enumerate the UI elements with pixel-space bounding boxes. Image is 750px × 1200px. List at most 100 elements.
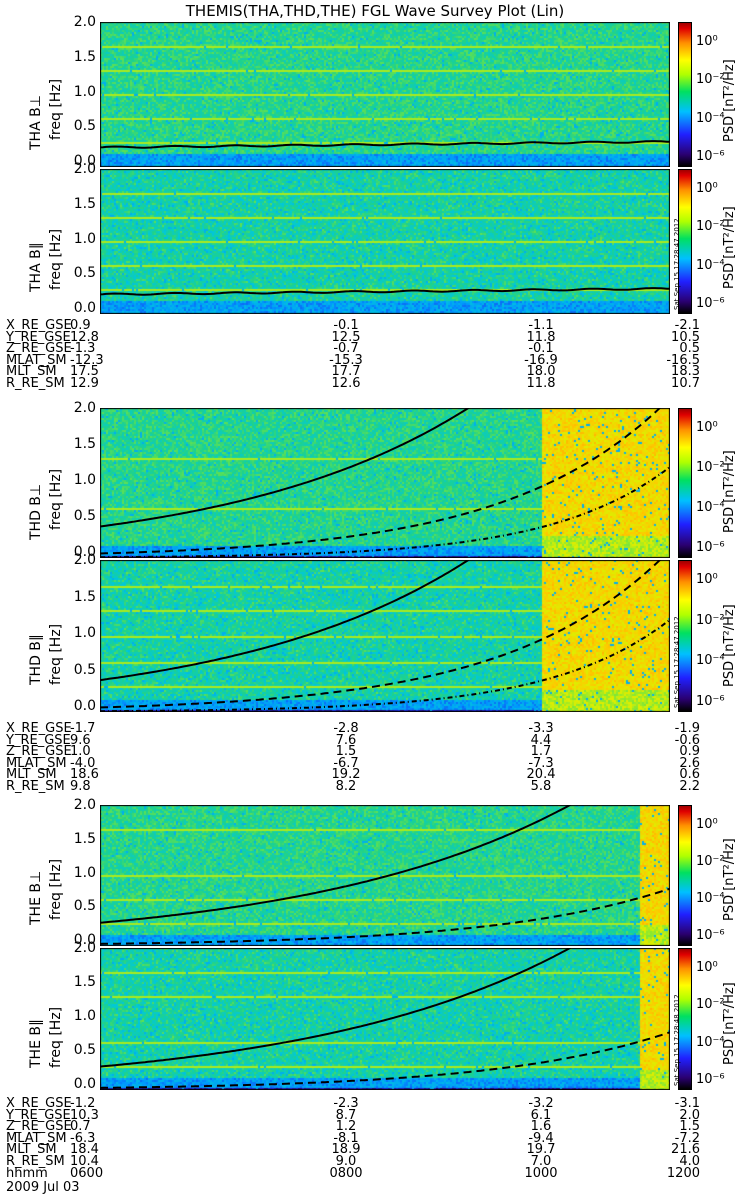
ephemeris-value: -2.3 [333,1096,359,1111]
ephemeris-label: MLAT_SM [6,1130,67,1146]
ytick-label: 2.0 [73,161,96,177]
colorbar-label: PSD [nT²/Hz] [722,206,737,289]
ephemeris-value: 17.5 [70,364,99,380]
ytick-label: 2.0 [73,400,96,416]
ephemeris-value: 10.5 [671,329,700,345]
half-gyrofrequency-line [100,1031,670,1089]
colorbar-label: PSD [nT²/Hz] [722,59,737,142]
ephemeris-value: -2.1 [674,318,700,333]
ephemeris-value: -0.6 [674,732,700,748]
ephemeris-value: 8.2 [335,778,357,794]
colorbar-label: PSD [nT²/Hz] [722,838,737,921]
ephemeris-value: 0.9 [70,318,91,333]
ytick-label: 1.0 [73,472,96,488]
ephemeris-value: 20.4 [526,767,556,783]
ephemeris-value: 9.6 [70,732,91,748]
ephemeris-value: 19.7 [526,1142,556,1158]
ephemeris-row: R_RE_SM 10.4 9.0 7.0 4.0 [6,1153,706,1169]
ephemeris-value: 2.2 [679,778,700,794]
ephemeris-value: 1.2 [335,1119,357,1135]
ephemeris-value: -3.2 [528,1096,554,1111]
spectrogram-the-bpar [100,948,670,1090]
ephemeris-table: X_RE_GSE -1.2 -2.3 -3.2 -3.1 Y_RE_GSE 10.3 8.7 6… [6,1096,706,1181]
ephemeris-value: -4.0 [70,755,96,771]
colorbar-tick: 10⁻² [696,460,725,475]
ephemeris-value: -16.5 [666,352,700,368]
ytick-label: 0.5 [73,265,96,282]
ephemeris-row: hhmm 0600 0800 1000 1200 [6,1165,706,1181]
ephemeris-value: -15.3 [329,352,363,368]
colorbar [678,948,692,1090]
ytick-label: 0.5 [73,118,96,135]
colorbar-tick: 10⁻⁶ [696,296,725,311]
ytick-label: 0.0 [73,300,96,316]
ytick-label: 1.5 [73,195,96,212]
panel-label-thd-bpar: THD B∥ [28,634,44,685]
ephemeris-table: X_RE_GSE -1.7 -2.8 -3.3 -1.9 Y_RE_GSE 9.6 7.6 4.… [6,721,706,794]
ephemeris-label: Z_RE_GSE [6,341,72,357]
ephemeris-value: 1.5 [335,744,357,760]
colorbar-tick: 10⁰ [696,572,718,587]
colorbar-label: PSD [nT²/Hz] [722,604,737,687]
ephemeris-value: 5.8 [530,778,552,794]
ephemeris-value: 1.7 [530,744,552,760]
ephemeris-value: -0.7 [333,341,359,357]
ytick-label: 0.0 [73,1076,96,1092]
ephemeris-value: 1.5 [679,1119,700,1135]
timestamp-stamp: Sat Sep 15 17:28:47 2012 [673,218,681,310]
ephemeris-value: 0600 [70,1165,104,1181]
ephemeris-value: -3.3 [528,721,554,736]
ytick-label: 1.5 [73,974,96,990]
timestamp-stamp: Sat Sep 15 17:28:47 2012 [673,616,681,708]
ephemeris-row: Z_RE_GSE -1.3 -0.7 -0.1 0.5 [6,341,706,357]
ephemeris-value: 11.8 [526,329,556,345]
ephemeris-table: X_RE_GSE 0.9 -0.1 -1.1 -2.1 Y_RE_GSE 12.8 12.5 1… [6,318,706,391]
panel-label-thd-bperp: THD B⊥ [28,483,44,540]
ephemeris-value: 17.7 [331,364,361,380]
ylabel-freq: freq [Hz] [48,468,64,530]
ephemeris-value: -9.4 [528,1130,554,1146]
gyrofrequency-line [100,805,573,924]
ephemeris-value: 0800 [329,1165,363,1181]
ytick-label: 1.0 [73,230,96,247]
gyrofrequency-line [100,287,670,296]
colorbar [678,805,692,946]
ephemeris-value: -7.3 [528,755,554,771]
ephemeris-row: Y_RE_GSE 9.6 7.6 4.4 -0.6 [6,732,706,748]
ephemeris-row: MLT_SM 18.4 18.9 19.7 21.6 [6,1142,706,1158]
ephemeris-label: X_RE_GSE [6,1096,72,1111]
ephemeris-value: -3.1 [674,1096,700,1111]
colorbar-tick: 10⁻² [696,854,725,869]
ephemeris-value: 2.6 [679,755,700,771]
ephemeris-row: X_RE_GSE -1.2 -2.3 -3.2 -3.1 [6,1096,706,1111]
ytick-label: 0.0 [73,544,96,560]
ytick-label: 2.0 [73,552,96,568]
ephemeris-value: 18.9 [331,1142,361,1158]
ephemeris-value: -12.3 [70,352,104,368]
half-gyrofrequency-line [100,887,670,945]
colorbar-tick: 10⁻⁶ [696,928,725,943]
ytick-label: 1.5 [73,830,96,847]
ephemeris-value: -2.8 [333,721,359,736]
spectrogram-thd-bpar [100,560,670,712]
ytick-label: 0.5 [73,898,96,915]
ephemeris-value: 9.0 [335,1153,357,1169]
ephemeris-value: 12.6 [331,375,361,391]
colorbar-label: PSD [nT²/Hz] [722,982,737,1065]
colorbar-tick: 10⁻⁶ [696,540,725,555]
ephemeris-value: 4.0 [679,1153,700,1169]
ylabel-freq: freq [Hz] [48,228,64,290]
ephemeris-value: 1.0 [70,744,91,760]
ephemeris-value: -6.7 [333,755,359,771]
ephemeris-row: Z_RE_GSE 0.7 1.2 1.6 1.5 [6,1119,706,1135]
ephemeris-value: 6.1 [530,1107,552,1123]
ephemeris-label: hhmm [6,1165,48,1181]
colorbar-tick: 10⁰ [696,181,718,196]
colorbar-tick: 10⁻⁴ [696,257,725,273]
ephemeris-value: 1000 [524,1165,558,1181]
panel-label-the-bperp: THE B⊥ [28,870,44,925]
ephemeris-label: Y_RE_GSE [6,1107,71,1123]
ytick-label: 2.0 [73,940,96,956]
ephemeris-value: -7.2 [674,1130,700,1146]
ephemeris-row: Y_RE_GSE 12.8 12.5 11.8 10.5 [6,329,706,345]
